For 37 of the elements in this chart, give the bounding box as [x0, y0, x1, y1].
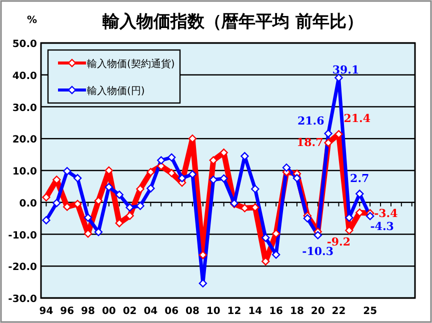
y-tick-label: 40.0 [12, 70, 38, 82]
x-tick-label: 06 [164, 306, 179, 317]
y-tick-label: 0.0 [19, 198, 38, 210]
x-tick-label: 04 [144, 306, 158, 317]
x-tick-label: 10 [206, 306, 220, 317]
y-tick-label: -10.0 [8, 230, 38, 242]
x-tick-label: 02 [122, 306, 137, 317]
data-label: 39.1 [332, 64, 360, 77]
y-axis-title: % [26, 15, 38, 26]
legend-label: 輸入物価(円) [87, 85, 145, 97]
data-label: -4.3 [370, 220, 394, 234]
data-label: 21.4 [344, 112, 371, 126]
x-tick-label: 18 [290, 306, 304, 317]
x-tick-label: 96 [60, 306, 74, 317]
data-label: -10.3 [302, 245, 334, 258]
x-tick-label: 16 [269, 306, 284, 317]
x-tick-label: 20 [310, 306, 325, 317]
x-tick-label: 12 [227, 306, 242, 317]
x-tick-label: 25 [363, 306, 378, 317]
x-tick-label: 14 [248, 306, 262, 317]
x-tick-label: 00 [102, 306, 116, 317]
y-tick-label: 30.0 [12, 102, 38, 114]
x-tick-label: 94 [39, 306, 54, 317]
data-label: 21.6 [297, 114, 325, 128]
y-tick-label: 10.0 [12, 166, 38, 178]
x-tick-label: 08 [186, 306, 200, 317]
y-tick-label: -20.0 [8, 262, 38, 274]
y-tick-label: 50.0 [12, 39, 38, 50]
data-label: 2.7 [350, 172, 370, 185]
y-tick-label: -30.0 [8, 294, 38, 305]
data-label: -3.4 [374, 207, 398, 220]
x-tick-label: 22 [332, 306, 346, 317]
x-tick-label: 98 [81, 306, 96, 317]
data-label: 18.7 [296, 136, 324, 149]
chart-title: 輸入物価指数（暦年平均 前年比） [102, 12, 364, 32]
y-tick-label: 20.0 [12, 134, 38, 146]
legend-label: 輸入物価(契約通貨) [87, 58, 175, 70]
